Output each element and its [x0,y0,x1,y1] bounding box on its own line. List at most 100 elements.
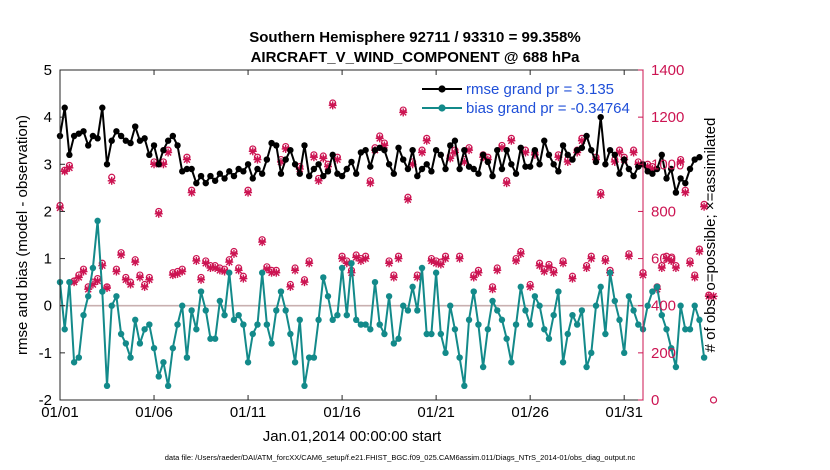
rmse-point [310,165,318,173]
bias-point [470,288,477,295]
bias-point [244,359,252,366]
obs-assimilated-marker [671,264,680,272]
y-tick-label: 1 [44,251,52,268]
rmse-point [550,161,557,168]
rmse-point [324,168,332,175]
x-tick-label: 01/01 [41,404,79,421]
rmse-point [277,170,285,177]
bias-point [164,382,172,390]
bias-point [108,302,115,309]
rmse-point [508,161,515,168]
bias-series-layer [56,217,708,390]
rmse-point [437,151,445,159]
rmse-point [578,144,586,151]
rmse-point [409,146,416,154]
bias-point [216,297,224,305]
rmse-point [385,161,393,168]
obs-assimilated-marker [403,195,412,204]
obs-assimilated-marker [229,249,238,258]
bias-point [127,354,134,361]
obs-assimilated-marker [399,108,408,117]
obs-assimilated-marker [197,275,206,284]
bias-point [522,307,529,314]
bias-point [343,311,350,319]
rmse-point [649,170,656,177]
bias-point [221,311,228,319]
x-tick-label: 01/21 [417,404,455,421]
y2-axis-ticks: 0 200 400 600 800 1000 1200 1400 [638,62,684,409]
rmse-point [526,163,534,170]
bias-point [141,326,148,333]
obs-assimilated-marker [225,258,234,267]
rmse-point [442,165,449,173]
bias-point [630,307,637,314]
rmse-point [202,179,209,187]
x-tick-label: 01/26 [511,404,549,421]
rmse-point [545,151,553,159]
obs-assimilated-marker [568,274,577,283]
obs-assimilated-marker [413,273,422,282]
bias-point [183,354,191,361]
rmse-point [338,172,346,180]
bias-point [597,283,604,291]
rmse-point [456,165,463,173]
bias-point [423,330,430,338]
x-tick-label: 01/11 [230,404,266,421]
rmse-point [296,170,303,177]
rmse-point [221,175,228,182]
bias-point [367,326,374,333]
obs-assimilated-marker [352,253,361,262]
bias-point [169,344,177,352]
bias-point [578,307,586,314]
y-tick-label: 3 [44,156,52,173]
rmse-point [193,179,200,187]
obs-assimilated-marker [681,188,690,197]
bias-line [59,219,706,387]
obs-assimilated-marker [131,258,140,267]
bias-point [282,307,289,314]
obs-assimilated-marker [700,202,709,211]
bias-point [456,354,463,361]
bias-point [254,321,261,328]
rmse-point [602,161,609,168]
rmse-point [390,170,398,177]
bias-point [588,349,595,357]
obs-assimilated-marker [286,282,295,291]
obs-assimilated-marker [418,148,427,157]
rmse-point [696,154,703,161]
bias-point [179,302,186,309]
rmse-point [630,172,637,180]
obs-assimilated-marker [140,282,149,291]
rmse-point [164,137,172,144]
obs-assimilated-marker [366,179,375,188]
bias-point [117,330,125,338]
bias-point [155,373,162,380]
chart-title: Southern Hemisphere 92711 / 93310 = 99.3… [249,29,580,46]
obs-assimilated-marker [93,276,102,285]
chart-subtitle: AIRCRAFT_V_WIND_COMPONENT @ 688 hPa [251,49,581,66]
obs-assimilated-marker [300,278,309,287]
rmse-point [240,168,247,175]
bias-point [193,326,200,333]
obs-assimilated-marker [154,209,163,218]
obs-assimilated-marker [587,254,596,263]
rmse-point [611,151,618,159]
rmse-point [146,151,153,159]
rmse-point [254,165,261,173]
rmse-point [494,146,501,154]
rmse-point [141,135,148,142]
bias-point [555,288,562,295]
bias-point [508,359,515,366]
bias-point [475,321,482,328]
rmse-point [216,170,224,177]
bias-point [573,321,581,328]
rmse-point [174,142,181,149]
obs-possible-marker [709,396,718,404]
obs-assimilated-marker [488,285,497,294]
rmse-point [249,175,256,182]
obs-assimilated-marker [596,190,605,199]
bias-point [611,297,618,305]
y-tick-label: 4 [44,109,52,126]
bias-point [61,326,68,333]
